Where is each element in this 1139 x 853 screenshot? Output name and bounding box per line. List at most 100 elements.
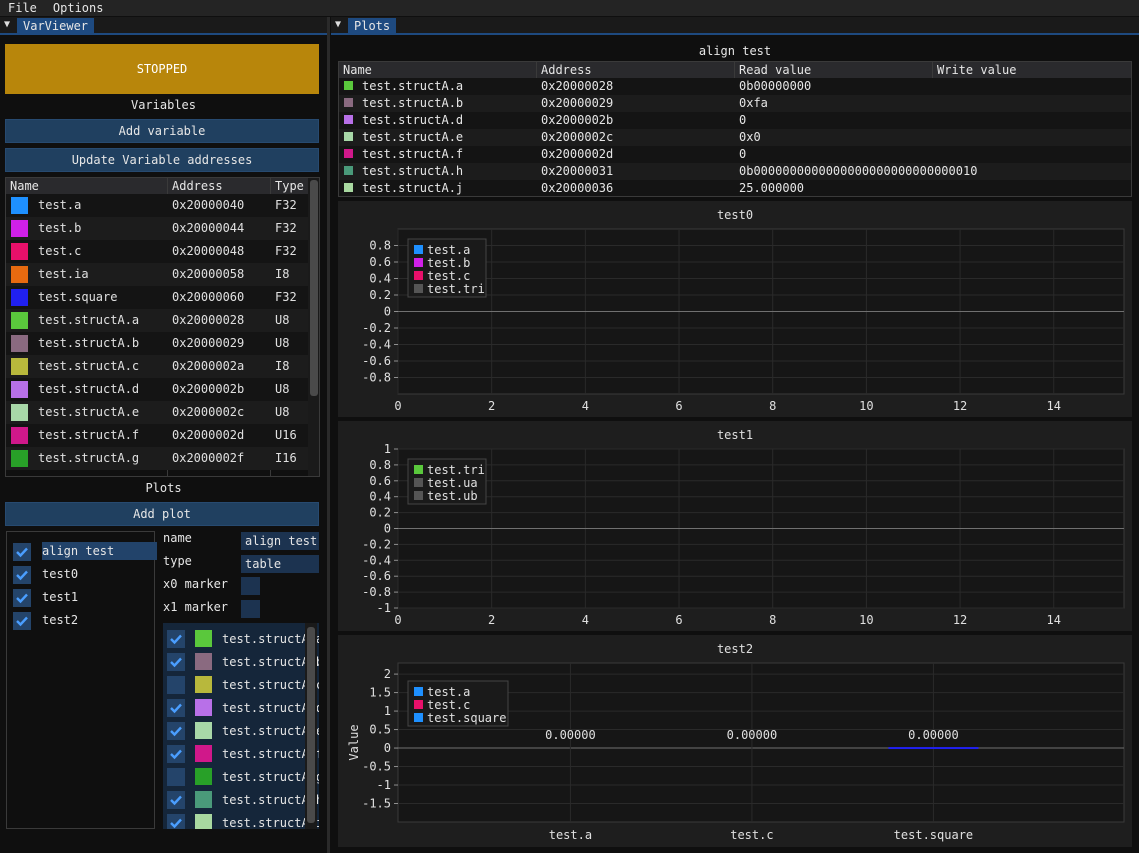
- color-swatch[interactable]: [11, 358, 28, 375]
- table-row[interactable]: test.structA.a 0x20000028 0b00000000: [339, 78, 1131, 95]
- col-address-header[interactable]: Address: [172, 179, 223, 193]
- color-swatch[interactable]: [11, 197, 28, 214]
- plot-variable-row[interactable]: test.structA.e: [163, 721, 319, 741]
- plot-variable-row[interactable]: test.structA.b: [163, 652, 319, 672]
- table-row[interactable]: test.structA.f 0x2000002d 0: [339, 146, 1131, 163]
- table-row[interactable]: test.structA.c 0x2000002a I8: [6, 355, 319, 378]
- add-variable-button[interactable]: Add variable: [5, 119, 319, 143]
- color-swatch[interactable]: [11, 220, 28, 237]
- tab-plots[interactable]: Plots: [348, 18, 397, 35]
- plot-variable-row[interactable]: test.structA.a: [163, 629, 319, 649]
- plot-visible-checkbox[interactable]: [13, 566, 31, 584]
- add-plot-button[interactable]: Add plot: [5, 502, 319, 526]
- color-swatch[interactable]: [195, 722, 212, 739]
- table-row[interactable]: test.square 0x20000060 F32: [6, 286, 319, 309]
- col-write-header[interactable]: Write value: [937, 63, 1017, 77]
- table-row[interactable]: test.structA.g 0x2000002f I16: [6, 447, 319, 470]
- plot-variable-checkbox[interactable]: [167, 814, 185, 829]
- write-value-field[interactable]: [937, 130, 1127, 145]
- write-value-field[interactable]: [937, 113, 1127, 128]
- table-row[interactable]: test.b 0x20000044 F32: [6, 217, 319, 240]
- table-row[interactable]: test.structA.e 0x2000002c U8: [6, 401, 319, 424]
- tab-varviewer[interactable]: VarViewer: [17, 18, 95, 35]
- x0-marker-checkbox[interactable]: [241, 577, 260, 595]
- plot-variable-row[interactable]: test.structA.d: [163, 698, 319, 718]
- color-swatch[interactable]: [11, 404, 28, 421]
- plot-variable-row[interactable]: test.structA.f: [163, 744, 319, 764]
- menu-options[interactable]: Options: [52, 1, 104, 15]
- table-row[interactable]: test.structA.e 0x2000002c 0x0: [339, 129, 1131, 146]
- plot-list-item[interactable]: test1: [13, 588, 158, 608]
- color-swatch[interactable]: [11, 450, 28, 467]
- color-swatch[interactable]: [195, 699, 212, 716]
- window-divider[interactable]: [327, 17, 330, 853]
- color-swatch[interactable]: [195, 653, 212, 670]
- variables-scrollbar[interactable]: [308, 178, 319, 476]
- table-row[interactable]: test.structA.b 0x20000029 U8: [6, 332, 319, 355]
- col-address-header[interactable]: Address: [541, 63, 592, 77]
- plot-type-select[interactable]: table: [241, 555, 319, 573]
- plot-variable-checkbox[interactable]: [167, 745, 185, 763]
- table-row[interactable]: test.structA.h 0x20000031 0b00000000000000…: [339, 163, 1131, 180]
- plot-variable-checkbox[interactable]: [167, 768, 185, 786]
- plot-list-item[interactable]: test2: [13, 611, 158, 631]
- table-row[interactable]: test.structA.f 0x2000002d U16: [6, 424, 319, 447]
- plot-variable-checkbox[interactable]: [167, 630, 185, 648]
- chart-test2[interactable]: test2 Value 2 1.5 1 0.5 0 -0.5 -1 -1.5 0.00000 test…: [338, 635, 1132, 847]
- chart-test0[interactable]: test0 0 2 4 6 8 10 12 14 0.8 0.6 0.4 0.2 0 -0.2 -0.4 -0.…: [338, 201, 1132, 417]
- menu-file[interactable]: File: [8, 1, 37, 15]
- write-value-field[interactable]: [937, 147, 1127, 162]
- table-row[interactable]: test.structA.b 0x20000029 0xfa: [339, 95, 1131, 112]
- x1-marker-checkbox[interactable]: [241, 600, 260, 618]
- table-row[interactable]: test.structA.d 0x2000002b 0: [339, 112, 1131, 129]
- write-value-field[interactable]: [937, 96, 1127, 111]
- col-read-header[interactable]: Read value: [739, 63, 812, 77]
- plot-variable-checkbox[interactable]: [167, 791, 185, 809]
- col-type-header[interactable]: Type: [275, 179, 304, 193]
- plot-variable-checkbox[interactable]: [167, 699, 185, 717]
- write-value-field[interactable]: [937, 181, 1127, 196]
- color-swatch[interactable]: [195, 676, 212, 693]
- collapse-arrow-icon[interactable]: ▼: [335, 19, 342, 30]
- color-swatch[interactable]: [11, 289, 28, 306]
- table-row[interactable]: test.structA.j 0x20000036 25.000000: [339, 180, 1131, 196]
- plot-name-input[interactable]: align test: [241, 532, 319, 550]
- plot-variables-scrollbar[interactable]: [305, 623, 317, 829]
- plot-variable-checkbox[interactable]: [167, 676, 185, 694]
- color-swatch[interactable]: [11, 381, 28, 398]
- plot-variable-row[interactable]: test.structA.h: [163, 790, 319, 810]
- color-swatch[interactable]: [195, 768, 212, 785]
- color-swatch[interactable]: [11, 335, 28, 352]
- col-name-header[interactable]: Name: [343, 63, 372, 77]
- update-addresses-button[interactable]: Update Variable addresses: [5, 148, 319, 172]
- write-value-field[interactable]: [937, 79, 1127, 94]
- color-swatch[interactable]: [195, 745, 212, 762]
- collapse-arrow-icon[interactable]: ▼: [4, 19, 11, 30]
- write-value-field[interactable]: [937, 164, 1127, 179]
- plot-variable-row[interactable]: test.structA.g: [163, 767, 319, 787]
- color-swatch[interactable]: [195, 630, 212, 647]
- plot-visible-checkbox[interactable]: [13, 543, 31, 561]
- color-swatch[interactable]: [11, 266, 28, 283]
- status-indicator[interactable]: STOPPED: [5, 44, 319, 94]
- variables-scroll-thumb[interactable]: [310, 180, 318, 396]
- plot-visible-checkbox[interactable]: [13, 612, 31, 630]
- plot-list-item[interactable]: test0: [13, 565, 158, 585]
- color-swatch[interactable]: [195, 791, 212, 808]
- plot-visible-checkbox[interactable]: [13, 589, 31, 607]
- table-row[interactable]: test.ia 0x20000058 I8: [6, 263, 319, 286]
- plot-variable-row[interactable]: test.structA.c: [163, 675, 319, 695]
- table-row[interactable]: test.a 0x20000040 F32: [6, 194, 319, 217]
- table-row[interactable]: test.c 0x20000048 F32: [6, 240, 319, 263]
- color-swatch[interactable]: [195, 814, 212, 829]
- color-swatch[interactable]: [11, 243, 28, 260]
- table-row[interactable]: test.structA.a 0x20000028 U8: [6, 309, 319, 332]
- plot-list-item[interactable]: align test: [13, 542, 158, 562]
- color-swatch[interactable]: [11, 427, 28, 444]
- plot-variable-checkbox[interactable]: [167, 722, 185, 740]
- chart-test1[interactable]: test1 0 2 4 6 8 10 12 14 1 0.8 0.6 0.4 0.2 0 -0.2 -0.4 -0…: [338, 421, 1132, 631]
- plot-variable-row[interactable]: test.structA.i: [163, 813, 319, 829]
- table-row[interactable]: test.structA.d 0x2000002b U8: [6, 378, 319, 401]
- color-swatch[interactable]: [11, 312, 28, 329]
- plot-variable-checkbox[interactable]: [167, 653, 185, 671]
